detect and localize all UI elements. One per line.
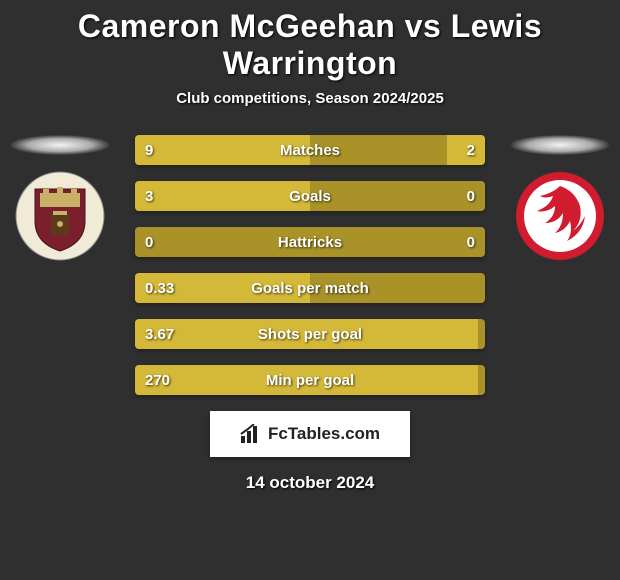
player-left-block — [10, 135, 110, 295]
stat-bars: 92Matches 30Goals 00Hattricks 0.33Goals per… — [135, 135, 485, 395]
stat-row: 30Goals — [135, 181, 485, 211]
stat-row: 270Min per goal — [135, 365, 485, 395]
stat-label: Shots per goal — [135, 319, 485, 349]
comparison-subtitle: Club competitions, Season 2024/2025 — [0, 90, 620, 107]
comparison-title: Cameron McGeehan vs Lewis Warrington — [0, 0, 620, 82]
stat-row: 3.67Shots per goal — [135, 319, 485, 349]
chart-icon — [240, 424, 262, 444]
comparison-date: 14 october 2024 — [0, 473, 620, 493]
stat-row: 0.33Goals per match — [135, 273, 485, 303]
stat-label: Hattricks — [135, 227, 485, 257]
player-left-shadow — [10, 135, 110, 155]
stat-label: Min per goal — [135, 365, 485, 395]
player-right-block — [510, 135, 610, 295]
player-right-shadow — [510, 135, 610, 155]
stat-label: Matches — [135, 135, 485, 165]
crest-right-icon — [515, 171, 605, 261]
comparison-body: 92Matches 30Goals 00Hattricks 0.33Goals per… — [0, 135, 620, 493]
stat-label: Goals — [135, 181, 485, 211]
northampton-crest — [15, 171, 105, 261]
stat-row: 00Hattricks — [135, 227, 485, 257]
fctables-logo: FcTables.com — [210, 411, 410, 457]
crest-left-icon — [15, 171, 105, 261]
stat-row: 92Matches — [135, 135, 485, 165]
leyton-orient-crest — [515, 171, 605, 261]
stat-label: Goals per match — [135, 273, 485, 303]
fctables-logo-text: FcTables.com — [268, 424, 380, 444]
